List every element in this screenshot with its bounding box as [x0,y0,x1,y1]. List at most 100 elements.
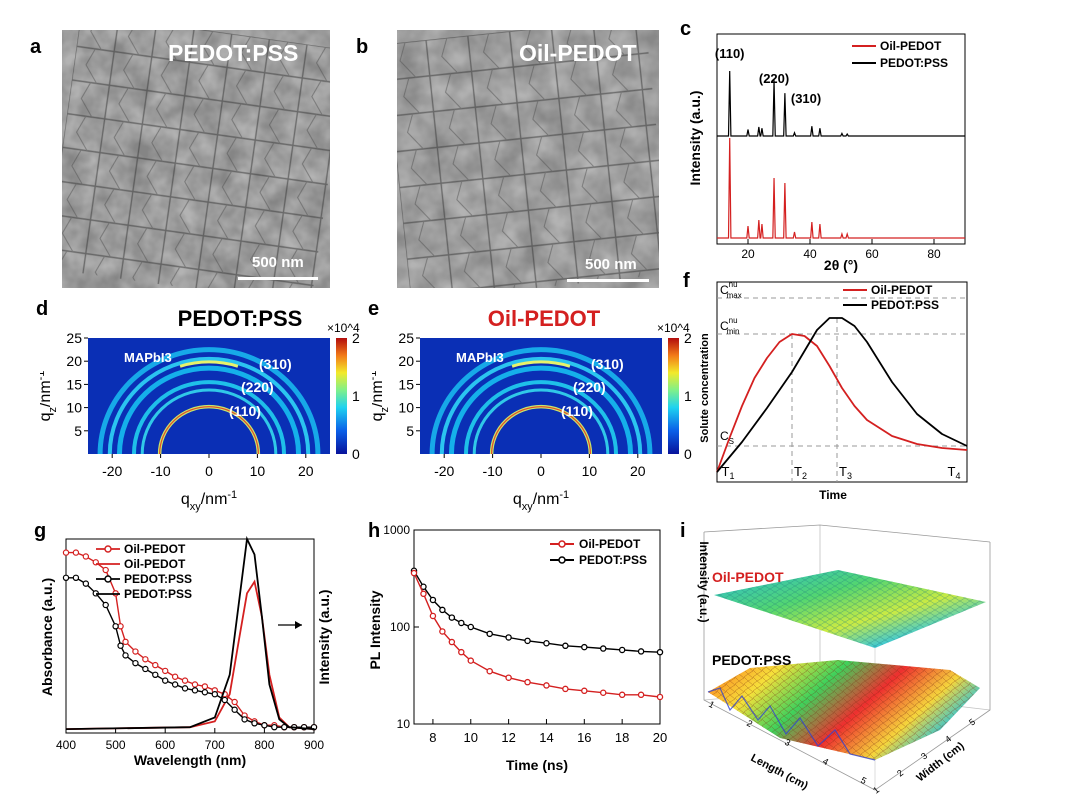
scale-bar-a [238,277,318,280]
scale-label-b: 500 nm [585,256,637,273]
chart-d-xtick-label-0: -20 [102,463,122,479]
chart-g-point-2-13 [181,685,189,692]
chart-d-ring-4 [140,388,278,455]
chart-g-legend-label-3: PEDOT:PSS [124,587,192,601]
chart-h-point-0-4 [448,638,456,646]
chart-f-time-mark-1: T2 [794,464,807,481]
chart-h-point-0-8 [505,674,512,681]
chart-e-cbar-label-1: 1 [684,388,692,404]
chart-h-xtick-label-2: 12 [501,730,515,745]
chart-f-level-label-2: CS [720,429,734,446]
panel-label-f: f [683,270,690,292]
chart-c-line-0 [717,137,965,239]
chart-g-point-2-16 [211,690,218,698]
sem-texture-a [62,30,330,288]
chart-f-ylabel: Solute concentration [699,333,711,443]
chart-e-xtick-label-2: 0 [537,463,545,479]
chart-h-point-1-12 [581,643,588,651]
chart-g-ylabel: Absorbance (a.u.) [40,578,55,696]
chart-g-point-0-9 [142,656,149,663]
chart-f-line-1 [716,317,968,473]
chart-g-point-2-1 [72,574,80,582]
chart-e-map: MAPbI3 (310)(220)(110)-20 -10 0 10 2051015202… [372,330,692,513]
chart-h-point-1-16 [656,648,664,656]
chart-c-series [717,70,965,239]
chart-h-point-0-15 [637,691,645,699]
chart-e-ring-red [491,406,591,455]
chart-h-point-0-11 [562,685,569,693]
chart-g-xticks: 400 500 600 700 800 900 [56,728,324,752]
chart-c-xtick-label-1: 40 [803,247,817,261]
chart-h-point-0-14 [618,691,626,699]
chart-g-xlabel: Wavelength (nm) [134,752,246,768]
chart-h-point-1-6 [467,623,475,631]
chart-h-ytick-label-0: 10 [397,717,411,731]
chart-f-time-mark-2: T3 [839,464,852,481]
chart-g-point-0-10 [152,661,159,669]
chart-c: 20 40 60 80 2θ (°) Intensity (a.u.) (110) (2… [690,33,966,273]
scale-label-a: 500 nm [252,254,304,271]
chart-h-point-1-10 [543,639,550,647]
chart-g-point-2-14 [191,687,199,694]
chart-e-ytick-label-1: 10 [398,400,414,416]
chart-d-ring-red [159,406,259,455]
chart-i-ylabel: Intensity (a.u.) [697,541,711,622]
chart-e-xtick-label-3: 10 [582,463,598,479]
chart-d-ytick-label-1: 10 [66,400,82,416]
chart-e-multiplier: ×10^4 [657,321,690,335]
chart-h-point-1-5 [458,619,465,627]
chart-i-mesh-oil [714,570,986,648]
chart-h-xlabel: Time (ns) [506,757,568,773]
chart-h-point-1-14 [618,646,626,654]
chart-h-line-0 [413,572,661,698]
chart-h-xtick-label-0: 8 [429,730,436,745]
chart-h-point-0-3 [439,628,446,635]
panel-label-b: b [356,36,369,58]
chart-h-point-0-1 [420,590,427,598]
chart-g-legend-marker-0 [104,545,112,553]
chart-d: PEDOT:PSS ×10^4 MAPbI3 (310) (220) (110) -20… [40,306,360,513]
chart-f-line-0 [716,333,968,473]
chart-g-arrow-head [295,621,302,629]
chart-d-ring-1 [107,356,311,455]
chart-g-legend-marker-2 [104,575,112,583]
chart-h-point-0-9 [524,678,531,686]
chart-c-xtick-label-2: 60 [865,247,879,261]
chart-c-peak-labels: (110) (220)(310) [715,46,821,106]
chart-c-legend-pedot: PEDOT:PSS [880,56,948,70]
chart-i-label-pedot: PEDOT:PSS [712,652,791,668]
chart-i: Oil-PEDOT PEDOT:PSS Intensity (a.u.) Len… [697,524,991,796]
chart-i-xtick-label-3: 4 [821,756,830,767]
chart-f-level-label-1: Cnu min [720,316,739,336]
chart-h-xtick-label-6: 20 [653,730,667,745]
chart-h-point-0-5 [458,648,465,656]
chart-c-xlabel: 2θ (°) [824,257,858,273]
chart-h-point-1-3 [439,606,446,614]
chart-h-legend-marker-oil [558,540,566,548]
chart-c-line-1 [717,70,965,137]
chart-g-legend-label-1: Oil-PEDOT [124,557,186,571]
sem-image-a: PEDOT:PSS 500 nm [62,30,330,288]
chart-g-point-2-0 [62,574,70,582]
chart-i-ztick-label-3: 4 [943,734,953,745]
sem-texture-b [397,30,659,288]
chart-d-cbar-label-2: 2 [352,330,360,346]
chart-g-point-2-8 [132,659,139,667]
chart-e-ring-4 [472,388,610,455]
chart-g-point-0-15 [201,683,209,690]
chart-h-ytick-label-1: 100 [390,620,410,634]
chart-d-ytick-label-2: 15 [66,376,82,392]
chart-f-xlabel: Time [819,488,847,502]
chart-g-xtick-label-2: 600 [155,738,175,752]
chart-h-legend-pedot: PEDOT:PSS [579,553,647,567]
chart-g-point-0-18 [231,698,238,706]
chart-h-series [410,567,664,701]
chart-g-point-2-11 [161,677,169,684]
chart-e: Oil-PEDOT ×10^4 MAPbI3 (310) (220) (110) -20… [372,306,692,513]
chart-f-legend-oil: Oil-PEDOT [871,283,933,297]
chart-h-point-0-16 [656,693,664,701]
chart-d-ann-220: (220) [241,379,274,395]
chart-e-xtick-label-0: -20 [434,463,454,479]
chart-g-xtick-label-3: 700 [205,738,225,752]
